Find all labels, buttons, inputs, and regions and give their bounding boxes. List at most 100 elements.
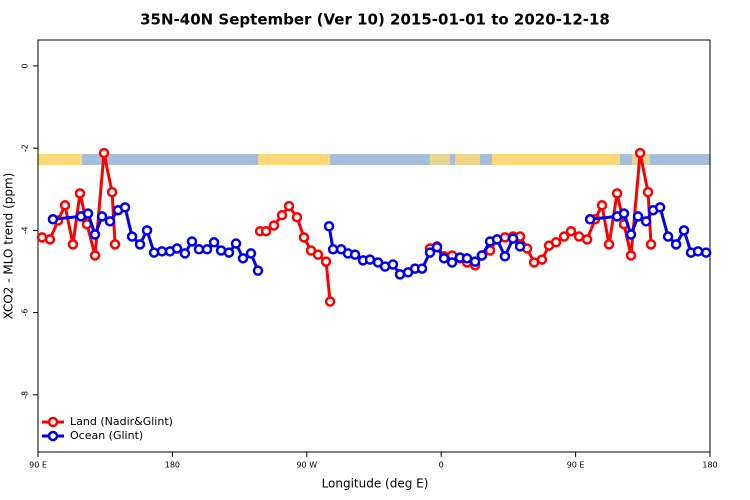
data-point: [201, 244, 213, 255]
plot-frame: [37, 39, 711, 453]
x-tick-label: 90 W: [296, 461, 317, 470]
data-point: [446, 257, 458, 268]
data-point: [634, 147, 646, 159]
data-point: [469, 256, 481, 267]
data-point: [324, 296, 336, 307]
legend-marker: [47, 430, 59, 442]
data-point: [193, 244, 205, 255]
chart-title: 35N-40N September (Ver 10) 2015-01-01 to…: [140, 11, 610, 29]
y-tick-label: -4: [21, 226, 30, 234]
data-point: [327, 244, 339, 255]
data-point: [364, 254, 376, 265]
data-point: [514, 241, 526, 252]
data-point: [558, 231, 570, 242]
data-point: [179, 248, 191, 259]
data-point: [625, 250, 637, 261]
data-point: [507, 233, 519, 244]
data-point: [59, 200, 71, 211]
data-point: [662, 231, 674, 242]
data-point: [476, 250, 488, 261]
data-point: [104, 216, 116, 227]
data-point: [387, 259, 399, 270]
x-axis-label: Longitude (deg E): [322, 477, 429, 491]
data-point: [581, 234, 593, 245]
data-point: [618, 208, 630, 219]
data-point: [603, 239, 615, 250]
data-point: [565, 225, 577, 237]
data-point: [82, 208, 94, 219]
data-point: [596, 200, 608, 211]
data-point: [670, 239, 682, 250]
data-point: [252, 265, 264, 276]
data-point: [431, 241, 443, 253]
data-point: [96, 211, 108, 222]
data-point: [320, 256, 332, 267]
data-point: [438, 253, 450, 264]
data-point: [394, 269, 406, 280]
y-tick-label: -2: [21, 144, 30, 152]
data-point: [611, 188, 623, 199]
data-point: [640, 216, 652, 227]
data-point: [237, 253, 249, 264]
x-tick-label: 90 E: [567, 461, 585, 470]
data-point: [141, 225, 153, 236]
data-point: [268, 220, 280, 231]
y-tick-label: -6: [21, 309, 30, 317]
data-point: [692, 246, 704, 257]
x-tick-label: 180: [165, 461, 180, 470]
data-point: [584, 214, 596, 225]
data-point: [424, 247, 436, 258]
data-point: [230, 238, 242, 249]
series-line: [41, 151, 653, 302]
data-point: [645, 239, 657, 250]
data-point: [89, 250, 101, 261]
data-point: [67, 239, 79, 250]
data-point: [134, 239, 146, 250]
data-point: [47, 214, 59, 225]
data-point: [550, 237, 562, 248]
data-point: [74, 188, 86, 199]
data-point: [89, 229, 101, 240]
data-point: [98, 147, 110, 159]
data-point: [642, 186, 654, 198]
data-point: [186, 236, 198, 247]
data-point: [312, 249, 324, 260]
data-point: [499, 251, 511, 262]
x-tick-label: 180: [702, 461, 717, 470]
y-axis-label: XCO2 - MLO trend (ppm): [2, 173, 16, 320]
data-point: [625, 229, 637, 240]
data-point: [223, 247, 235, 258]
data-point: [461, 253, 473, 264]
data-point: [109, 239, 121, 250]
data-point: [276, 209, 288, 221]
data-point: [573, 231, 585, 242]
data-point: [44, 234, 56, 245]
data-point: [291, 211, 303, 223]
data-point: [349, 249, 361, 260]
data-point: [323, 221, 335, 232]
legend-marker: [47, 416, 59, 428]
data-point: [632, 211, 644, 222]
data-point: [700, 247, 712, 258]
land-ocean-band: [38, 154, 710, 165]
y-tick-label: -8: [21, 391, 30, 399]
data-point: [148, 247, 160, 258]
data-point: [678, 225, 690, 236]
data-point: [283, 200, 295, 212]
data-point: [208, 237, 220, 248]
legend-label: Ocean (Glint): [70, 429, 143, 442]
data-point: [106, 186, 118, 198]
data-point: [119, 202, 131, 213]
data-point: [126, 231, 138, 242]
data-point: [260, 225, 272, 237]
data-point: [416, 263, 428, 274]
legend-label: Land (Nadir&Glint): [70, 415, 173, 428]
x-tick-label: 90 E: [29, 461, 47, 470]
data-point: [491, 234, 503, 245]
x-tick-label: 0: [439, 461, 444, 470]
data-point: [156, 246, 168, 257]
data-point: [245, 248, 257, 259]
data-point: [298, 232, 310, 243]
data-point: [171, 243, 183, 254]
